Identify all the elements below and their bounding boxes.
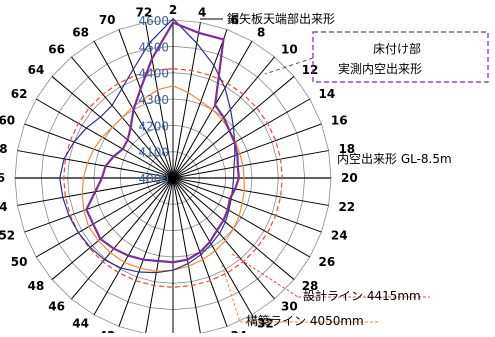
radial-tick-label: 4600 xyxy=(138,14,169,28)
grid-spoke xyxy=(71,177,174,300)
category-label: 26 xyxy=(318,255,335,269)
category-label: 72 xyxy=(135,6,152,20)
category-label: 62 xyxy=(11,87,28,101)
grid-spoke xyxy=(172,177,329,206)
radial-tick-label: 4300 xyxy=(138,93,169,107)
category-label: 68 xyxy=(72,26,89,40)
grid-spoke xyxy=(51,177,174,280)
annotation-leader-floor xyxy=(264,57,314,75)
annotation-floor-line2: 実測内空出来形 xyxy=(338,61,422,76)
grid-spoke xyxy=(172,98,311,179)
category-label: 16 xyxy=(331,114,348,128)
annotation-floor-line1: 床付け部 xyxy=(373,41,421,56)
series-line-2 xyxy=(63,68,283,288)
radial-tick-label: 4000 xyxy=(138,172,169,186)
category-label: 12 xyxy=(302,63,319,77)
category-label: 64 xyxy=(28,63,45,77)
category-label: 60 xyxy=(0,114,15,128)
grid-spoke xyxy=(172,150,329,179)
category-label: 46 xyxy=(48,300,65,314)
category-label: 4 xyxy=(198,6,206,20)
category-label: 44 xyxy=(72,316,89,330)
grid-spoke xyxy=(172,123,322,179)
radial-tick-label: 4500 xyxy=(138,40,169,54)
category-label: 52 xyxy=(0,228,15,242)
category-label: 66 xyxy=(48,42,65,56)
grid-spoke xyxy=(35,177,174,258)
grid-spoke xyxy=(24,177,174,233)
grid-spoke xyxy=(172,177,253,316)
category-label: 30 xyxy=(281,300,298,314)
grid-spoke xyxy=(24,123,174,179)
annotation-inner-gl: 内空出来形 GL-8.5m xyxy=(337,152,452,166)
grid-spoke xyxy=(145,177,174,334)
grid-spoke xyxy=(172,177,311,258)
category-label: 20 xyxy=(341,171,358,185)
category-label: 56 xyxy=(0,171,5,185)
category-label: 18 xyxy=(338,142,355,156)
annotation-box-floor xyxy=(312,31,489,83)
category-label: 50 xyxy=(11,255,28,269)
radial-tick-label: 4200 xyxy=(138,119,169,133)
category-label: 34 xyxy=(230,329,247,333)
grid-spoke xyxy=(172,22,201,179)
grid-spoke xyxy=(172,177,275,300)
series-layer xyxy=(59,17,283,288)
radial-tick-label: 4400 xyxy=(138,67,169,81)
category-label: 8 xyxy=(257,26,265,40)
annotation-layer: 鋼矢板天端部出来形 床付け部 実測内空出来形 内空出来形 GL-8.5m 設計ラ… xyxy=(200,11,489,328)
grid-spoke xyxy=(93,177,174,316)
grid-spoke xyxy=(118,29,174,179)
category-label: 22 xyxy=(338,200,355,214)
category-label: 10 xyxy=(281,42,298,56)
category-label: 54 xyxy=(0,200,8,214)
grid-spoke xyxy=(17,150,174,179)
grid-spoke xyxy=(35,98,174,179)
annotation-design-line: 設計ライン 4415mm xyxy=(303,288,421,303)
grid-layer xyxy=(14,19,332,337)
category-label: 28 xyxy=(302,279,319,293)
category-label: 42 xyxy=(99,329,116,333)
grid-spoke xyxy=(172,29,228,179)
grid-spoke xyxy=(172,177,201,334)
category-label: 2 xyxy=(169,3,177,17)
annotation-construct-line: 構築ライン 4050mm xyxy=(246,313,364,328)
radial-tick-label: 4100 xyxy=(138,146,169,160)
category-label: 6 xyxy=(230,13,238,27)
category-label: 70 xyxy=(99,13,116,27)
grid-spoke xyxy=(172,177,322,233)
grid-spoke xyxy=(145,22,174,179)
annotation-sheet-pile: 鋼矢板天端部出来形 xyxy=(227,11,335,26)
grid-spoke xyxy=(118,177,174,327)
category-label: 48 xyxy=(28,279,45,293)
category-label: 58 xyxy=(0,142,8,156)
annotation-leader-design xyxy=(231,253,299,298)
category-label: 24 xyxy=(331,228,348,242)
category-label: 14 xyxy=(318,87,335,101)
category-label: 32 xyxy=(257,316,274,330)
series-line-1 xyxy=(85,21,240,264)
